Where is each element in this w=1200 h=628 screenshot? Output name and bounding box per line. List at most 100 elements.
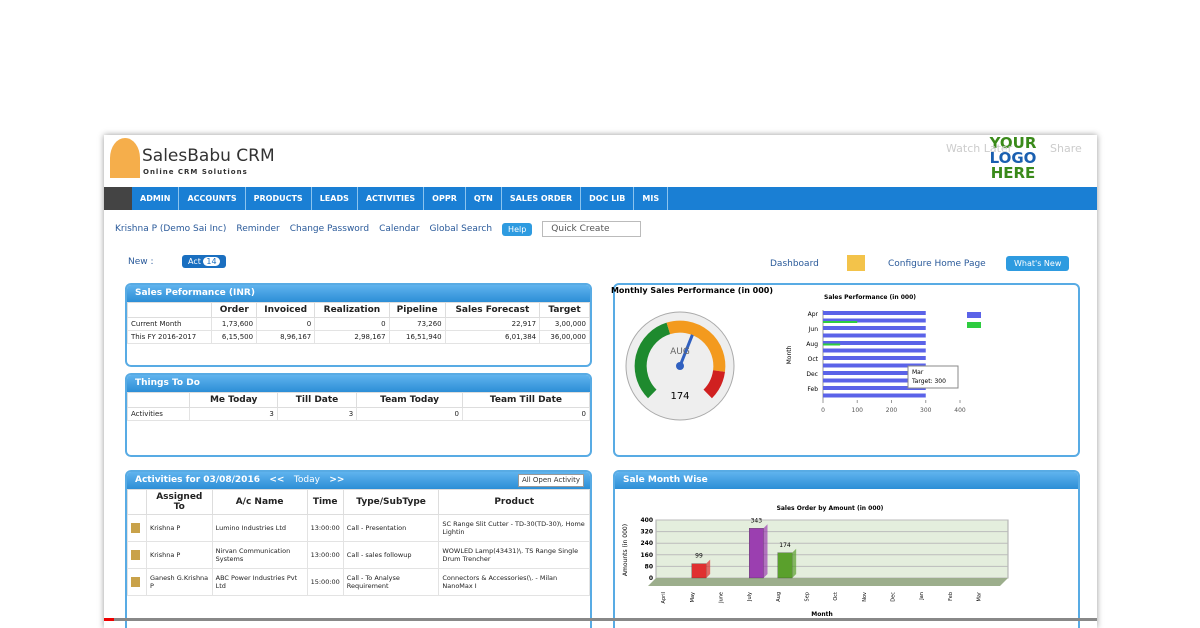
- whats-new-button[interactable]: What's New: [1006, 256, 1070, 271]
- x-tick-label: 300: [920, 407, 932, 414]
- logo: SalesBabu CRM: [142, 146, 275, 166]
- all-open-button[interactable]: All Open Activity: [517, 474, 584, 487]
- x-tick-label: May: [690, 592, 696, 602]
- cell: 3: [276, 407, 358, 421]
- home-button[interactable]: [104, 187, 132, 210]
- cell: Activities: [127, 407, 191, 421]
- row-icon: [127, 568, 147, 596]
- progress-played: [104, 618, 114, 621]
- x-tick-label: Aug: [776, 592, 782, 602]
- y-tick-label: 0: [649, 575, 653, 582]
- cell: 36,00,000: [539, 330, 590, 344]
- cell: 2,98,167: [314, 330, 390, 344]
- x-axis-label: Month: [811, 611, 833, 618]
- bar: [823, 386, 926, 390]
- calendar-icon[interactable]: [847, 255, 865, 271]
- y-tick-label: Feb: [807, 386, 818, 393]
- bar: [823, 341, 926, 345]
- nav-item[interactable]: LEADS: [312, 187, 358, 210]
- next-link[interactable]: >>: [329, 475, 345, 485]
- cell: Krishna P: [146, 541, 213, 569]
- prev-link[interactable]: <<: [269, 475, 285, 485]
- cell: Call - To Analyse Requirement: [342, 568, 440, 596]
- gauge-value: 174: [670, 391, 689, 402]
- logo-icon: [110, 138, 140, 178]
- user-link[interactable]: Krishna P (Demo Sai Inc): [115, 224, 227, 234]
- y-tick-label: Jun: [808, 326, 819, 333]
- bar: [691, 563, 707, 579]
- y-tick-label: 240: [640, 540, 653, 547]
- activities-table: Assigned To A/c Name Time Type/SubType Produ…: [127, 489, 590, 596]
- toolbar-link[interactable]: Calendar: [379, 224, 420, 234]
- sales-performance-panel: Sales Peformance (INR) Order Invoiced Real…: [125, 283, 592, 367]
- header-cell: Time: [306, 489, 344, 515]
- panel-title: Sales Peformance (INR): [127, 285, 590, 302]
- x-tick-label: July: [747, 592, 753, 602]
- header-cell: Type/SubType: [342, 489, 440, 515]
- dashboard-link[interactable]: Dashboard: [770, 259, 819, 269]
- row: Activities 3 3 0 0: [127, 407, 590, 421]
- gauge-label: AUG: [670, 347, 690, 357]
- new-link[interactable]: New :: [128, 257, 154, 267]
- sales-performance-table: Order Invoiced Realization Pipeline Sales Fo…: [127, 302, 590, 344]
- nav-item[interactable]: SALES ORDER: [502, 187, 582, 210]
- bar: [823, 311, 926, 315]
- nav-item[interactable]: ACCOUNTS: [179, 187, 246, 210]
- x-tick-label: 0: [821, 407, 825, 414]
- nav-item[interactable]: PRODUCTS: [246, 187, 312, 210]
- panel-title: Things To Do: [127, 375, 590, 392]
- y-tick-label: 400: [640, 517, 653, 524]
- help-button[interactable]: Help: [502, 222, 533, 236]
- cell: Lumino Industries Ltd: [211, 514, 308, 542]
- gauge-band: [666, 320, 726, 372]
- x-tick-label: Feb: [948, 592, 954, 601]
- act-count: 14: [203, 257, 220, 266]
- quick-create[interactable]: Quick Create: [542, 221, 641, 237]
- bar: [823, 321, 858, 323]
- cell: 3: [189, 407, 278, 421]
- toolbar-link[interactable]: Change Password: [289, 224, 370, 234]
- toolbar-link[interactable]: Reminder: [236, 224, 280, 234]
- bar: [823, 333, 926, 338]
- nav-item[interactable]: OPPR: [424, 187, 466, 210]
- panel-title: Activities for 03/08/2016: [135, 475, 260, 485]
- plot-floor: [648, 578, 1008, 586]
- cell: Ganesh G.Krishna P: [146, 568, 213, 596]
- cell: 0: [356, 407, 463, 421]
- configure-link[interactable]: Configure Home Page: [888, 259, 986, 269]
- tooltip-box: [907, 365, 959, 389]
- nav-item[interactable]: MIS: [634, 187, 669, 210]
- y-tick-label: 320: [640, 529, 653, 536]
- share[interactable]: Share: [1050, 142, 1082, 155]
- bar: [823, 318, 926, 323]
- gauge-needle: [678, 334, 694, 367]
- header-row: Order Invoiced Realization Pipeline Sales Fo…: [127, 302, 590, 318]
- doc-icon: [131, 550, 140, 560]
- today-link[interactable]: Today: [293, 475, 320, 485]
- cell: 13:00:00: [306, 541, 344, 569]
- bar: [777, 552, 793, 579]
- bar: [749, 528, 764, 579]
- act-tab[interactable]: Act 14: [182, 255, 226, 268]
- x-tick-label: Sep: [805, 592, 811, 601]
- watch-later[interactable]: Watch Later: [946, 142, 1013, 155]
- toolbar: Krishna P (Demo Sai Inc) Reminder Change P…: [115, 221, 641, 237]
- toolbar-link[interactable]: Global Search: [429, 224, 493, 234]
- bar: [823, 343, 841, 346]
- nav-item[interactable]: QTN: [466, 187, 502, 210]
- x-tick-label: Dec: [891, 592, 897, 602]
- data-label: 343: [751, 517, 763, 524]
- x-tick-label: 200: [886, 407, 898, 414]
- chart-title: Sales Performance (in 000): [824, 294, 916, 301]
- nav-item[interactable]: ADMIN: [132, 187, 180, 210]
- tagline: Online CRM Solutions: [143, 168, 248, 176]
- row: Ganesh G.Krishna P ABC Power Industries P…: [127, 568, 590, 596]
- row: Krishna P Lumino Industries Ltd 13:00:00 Ca…: [127, 514, 590, 542]
- legend-swatch: [967, 312, 981, 318]
- nav-item[interactable]: DOC LIB: [581, 187, 635, 210]
- row: This FY 2016-2017 6,15,500 8,96,167 2,98,16…: [127, 330, 590, 344]
- bar: [823, 378, 926, 383]
- y-tick-label: Oct: [808, 356, 819, 363]
- nav-item[interactable]: ACTIVITIES: [358, 187, 425, 210]
